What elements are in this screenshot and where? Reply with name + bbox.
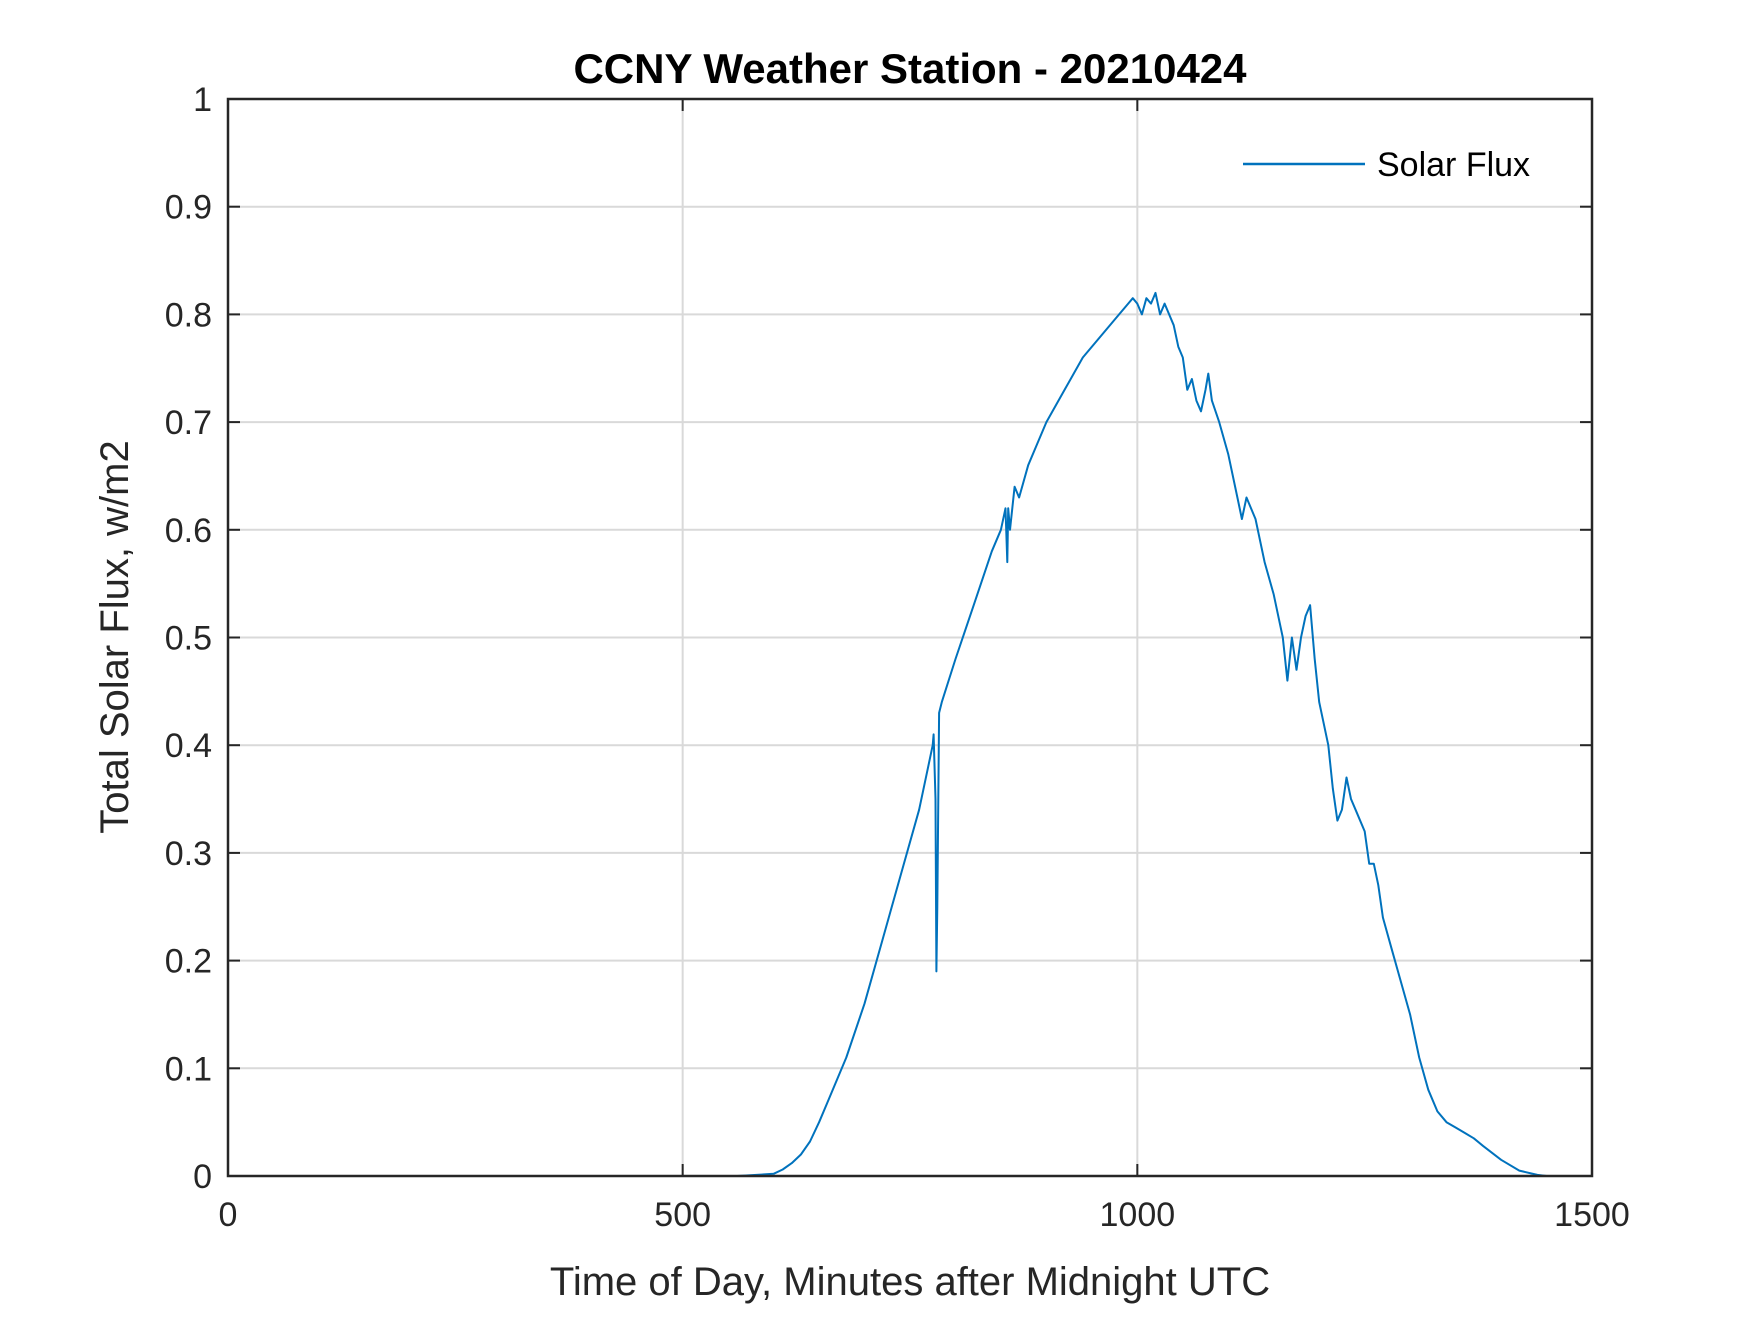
y-tick-label: 0.5 xyxy=(165,620,212,658)
x-tick-label: 1500 xyxy=(1554,1196,1630,1234)
legend-label-solar-flux: Solar Flux xyxy=(1377,146,1530,184)
y-tick-label: 0.7 xyxy=(165,404,212,442)
y-tick-label: 1 xyxy=(193,81,212,119)
y-tick-label: 0.8 xyxy=(165,296,212,334)
legend[interactable]: Solar Flux xyxy=(1243,146,1530,184)
y-tick-label: 0.6 xyxy=(165,512,212,550)
series-lines xyxy=(228,291,1547,1177)
tick-marks xyxy=(227,98,1593,1177)
tick-labels: 0 500 1000 1500 0 0.1 0.2 0.3 0.4 0.5 0.6 0.7 0.8 0.9… xyxy=(165,81,1630,1234)
x-axis-label: Time of Day, Minutes after Midnight UTC xyxy=(550,1260,1270,1304)
y-tick-label: 0.2 xyxy=(165,943,212,981)
grid-lines xyxy=(228,99,1592,1176)
y-tick-label: 0 xyxy=(193,1158,212,1196)
x-tick-label: 500 xyxy=(654,1196,711,1234)
series-line-solar-flux xyxy=(228,291,1547,1177)
x-tick-label: 0 xyxy=(219,1196,238,1234)
y-tick-label: 0.1 xyxy=(165,1050,212,1088)
y-tick-label: 0.3 xyxy=(165,835,212,873)
y-axis-label: Total Solar Flux, w/m2 xyxy=(93,440,137,833)
y-tick-label: 0.9 xyxy=(165,189,212,227)
chart-title: CCNY Weather Station - 20210424 xyxy=(573,45,1247,92)
y-tick-label: 0.4 xyxy=(165,727,212,765)
x-tick-label: 1000 xyxy=(1100,1196,1176,1234)
